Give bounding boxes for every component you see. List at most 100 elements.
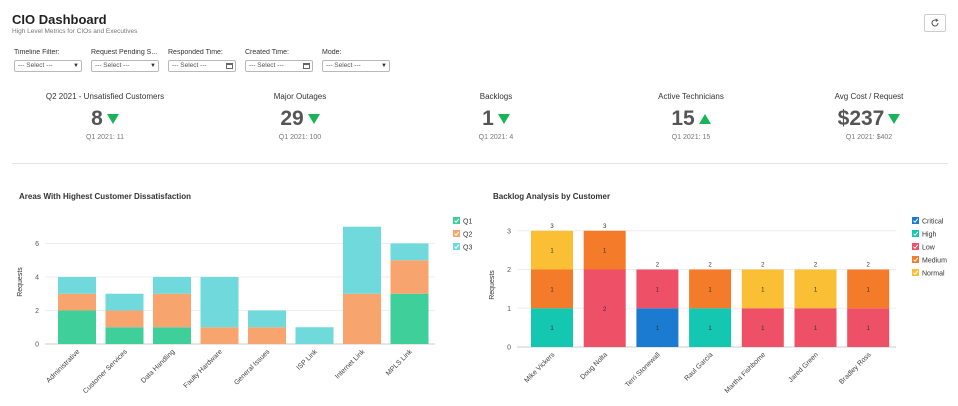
bar-segment-data-handling-q2[interactable] <box>153 293 191 328</box>
bar-total-label: 2 <box>761 263 765 269</box>
mode-select[interactable]: --- Select --- ▼ <box>322 60 390 72</box>
legend-label-low[interactable]: Low <box>922 245 936 252</box>
legend-label-q1[interactable]: Q1 <box>463 219 472 226</box>
bar-segment-doug-nolta-low[interactable] <box>583 269 626 348</box>
legend-label-q3[interactable]: Q3 <box>463 245 472 252</box>
x-tick-label: Terri Stonewall <box>624 351 662 389</box>
checkmark-icon <box>454 231 460 236</box>
checkmark-icon <box>913 257 919 262</box>
bar-segment-data-handling-q1[interactable] <box>153 327 191 344</box>
chevron-down-icon: ▼ <box>381 63 387 69</box>
bar-segment-administrative-q3[interactable] <box>58 276 96 294</box>
bar-segment-jared-green-normal[interactable] <box>794 269 837 309</box>
kpi-unsatisfied-customers[interactable]: Q2 2021 - Unsatisfied Customers 8 Q1 202… <box>35 92 175 141</box>
kpi-avg-cost[interactable]: Avg Cost / Request $237 Q1 2021: $402 <box>799 92 939 141</box>
x-tick-label: Administrative <box>45 348 81 384</box>
bar-segment-mike-vickers-medium[interactable] <box>531 269 573 309</box>
kpi-previous: Q1 2021: 11 <box>85 134 124 141</box>
bar-segment-terri-stonewall-low[interactable] <box>636 269 679 309</box>
bar-segment-mike-vickers-normal[interactable] <box>531 230 573 270</box>
chart-title-backlog: Backlog Analysis by Customer <box>493 192 611 201</box>
bar-segment-martha-fishbome-low[interactable] <box>741 308 784 347</box>
bar-segment-customer-services-q2[interactable] <box>105 310 144 328</box>
filter-timeline: Timeline Filter: --- Select --- ▼ <box>14 49 91 72</box>
bar-segment-mpls-link-q2[interactable] <box>390 260 429 294</box>
legend-label-normal[interactable]: Normal <box>922 271 945 278</box>
kpi-active-technicians[interactable]: Active Technicians 15 Q1 2021: 15 <box>621 92 761 141</box>
bar-segment-customer-services-q3[interactable] <box>105 293 144 311</box>
bar-segment-faulty-hardware-q3[interactable] <box>200 276 239 328</box>
bar-segment-jared-green-low[interactable] <box>794 308 837 347</box>
x-tick-label: Mike Vickers <box>524 351 557 384</box>
segment-value-label: 1 <box>708 287 712 293</box>
bar-segment-raul-garcia-high[interactable] <box>689 308 732 347</box>
bar-segment-mpls-link-q3[interactable] <box>390 243 429 261</box>
segment-value-label: 1 <box>814 287 818 293</box>
bar-segment-internet-link-q2[interactable] <box>343 293 381 344</box>
x-tick-label: Customer Services <box>82 348 129 395</box>
bar-segment-administrative-q1[interactable] <box>58 310 96 344</box>
y-tick-label: 0 <box>507 345 511 352</box>
refresh-button[interactable] <box>924 14 946 32</box>
bar-segment-raul-garcia-medium[interactable] <box>689 269 732 309</box>
filter-label: Request Pending S... <box>91 49 158 56</box>
bar-segment-bradley-ross-medium[interactable] <box>847 269 890 309</box>
bar-segment-administrative-q2[interactable] <box>58 293 96 311</box>
timeline-filter-select[interactable]: --- Select --- ▼ <box>14 60 82 72</box>
bar-segment-terri-stonewall-critical[interactable] <box>636 308 679 347</box>
legend-label-medium[interactable]: Medium <box>922 258 947 265</box>
legend-label-critical[interactable]: Critical <box>922 219 944 226</box>
calendar-icon[interactable] <box>303 63 310 69</box>
filter-label: Mode: <box>322 49 342 56</box>
x-tick-label: General Issues <box>233 348 272 387</box>
x-tick-label: Jared Green <box>787 351 820 384</box>
legend-swatch-normal[interactable] <box>912 269 919 276</box>
bar-segment-general-issues-q3[interactable] <box>248 310 286 328</box>
x-tick-label: Faulty Hardware <box>183 348 224 389</box>
bar-segment-isp-link-q3[interactable] <box>295 327 334 344</box>
chevron-down-icon: ▼ <box>73 63 79 69</box>
bar-segment-customer-services-q1[interactable] <box>105 327 144 344</box>
y-tick-label: 2 <box>35 308 39 315</box>
legend-swatch-q2[interactable] <box>453 230 460 237</box>
checkmark-icon <box>454 218 460 223</box>
bar-segment-mike-vickers-high[interactable] <box>531 308 573 347</box>
bar-segment-martha-fishbome-normal[interactable] <box>741 269 784 309</box>
request-pending-select[interactable]: --- Select --- ▼ <box>91 60 159 72</box>
x-tick-label: Raul Garcia <box>683 351 714 382</box>
trend-down-icon <box>307 114 320 124</box>
filter-bar: Timeline Filter: --- Select --- ▼ Reques… <box>14 49 399 72</box>
legend-label-high[interactable]: High <box>922 232 937 239</box>
bar-segment-bradley-ross-low[interactable] <box>847 308 890 347</box>
bar-segment-general-issues-q2[interactable] <box>248 327 286 344</box>
legend-label-q2[interactable]: Q2 <box>463 232 472 239</box>
legend-swatch-q3[interactable] <box>453 243 460 250</box>
kpi-major-outages[interactable]: Major Outages 29 Q1 2021: 100 <box>230 92 370 141</box>
responded-time-date-input[interactable]: --- Select --- <box>168 60 236 72</box>
y-tick-label: 0 <box>35 342 39 349</box>
kpi-backlogs[interactable]: Backlogs 1 Q1 2021: 4 <box>426 92 566 141</box>
segment-value-label: 1 <box>603 249 607 255</box>
bar-segment-internet-link-q3[interactable] <box>343 226 381 294</box>
kpi-value: 8 <box>91 107 103 130</box>
kpi-label: Backlogs <box>479 92 513 101</box>
bar-segment-mpls-link-q1[interactable] <box>390 293 429 344</box>
legend-swatch-q1[interactable] <box>453 217 460 224</box>
legend-swatch-low[interactable] <box>912 243 919 250</box>
legend-swatch-medium[interactable] <box>912 256 919 263</box>
filter-responded-time: Responded Time: --- Select --- <box>168 49 245 72</box>
bar-segment-doug-nolta-medium[interactable] <box>583 230 626 270</box>
legend-swatch-critical[interactable] <box>912 217 919 224</box>
segment-value-label: 1 <box>656 326 660 332</box>
created-time-date-input[interactable]: --- Select --- <box>245 60 313 72</box>
y-tick-label: 6 <box>35 241 39 248</box>
bar-segment-faulty-hardware-q2[interactable] <box>200 327 239 344</box>
filter-label: Responded Time: <box>168 49 223 56</box>
bar-segment-data-handling-q3[interactable] <box>153 276 191 294</box>
chevron-down-icon: ▼ <box>150 63 156 69</box>
select-value: --- Select --- <box>18 62 53 69</box>
calendar-icon[interactable] <box>226 63 233 69</box>
x-tick-label: Doug Nolta <box>579 351 609 381</box>
legend-swatch-high[interactable] <box>912 230 919 237</box>
y-axis-label: Requests <box>17 267 24 297</box>
